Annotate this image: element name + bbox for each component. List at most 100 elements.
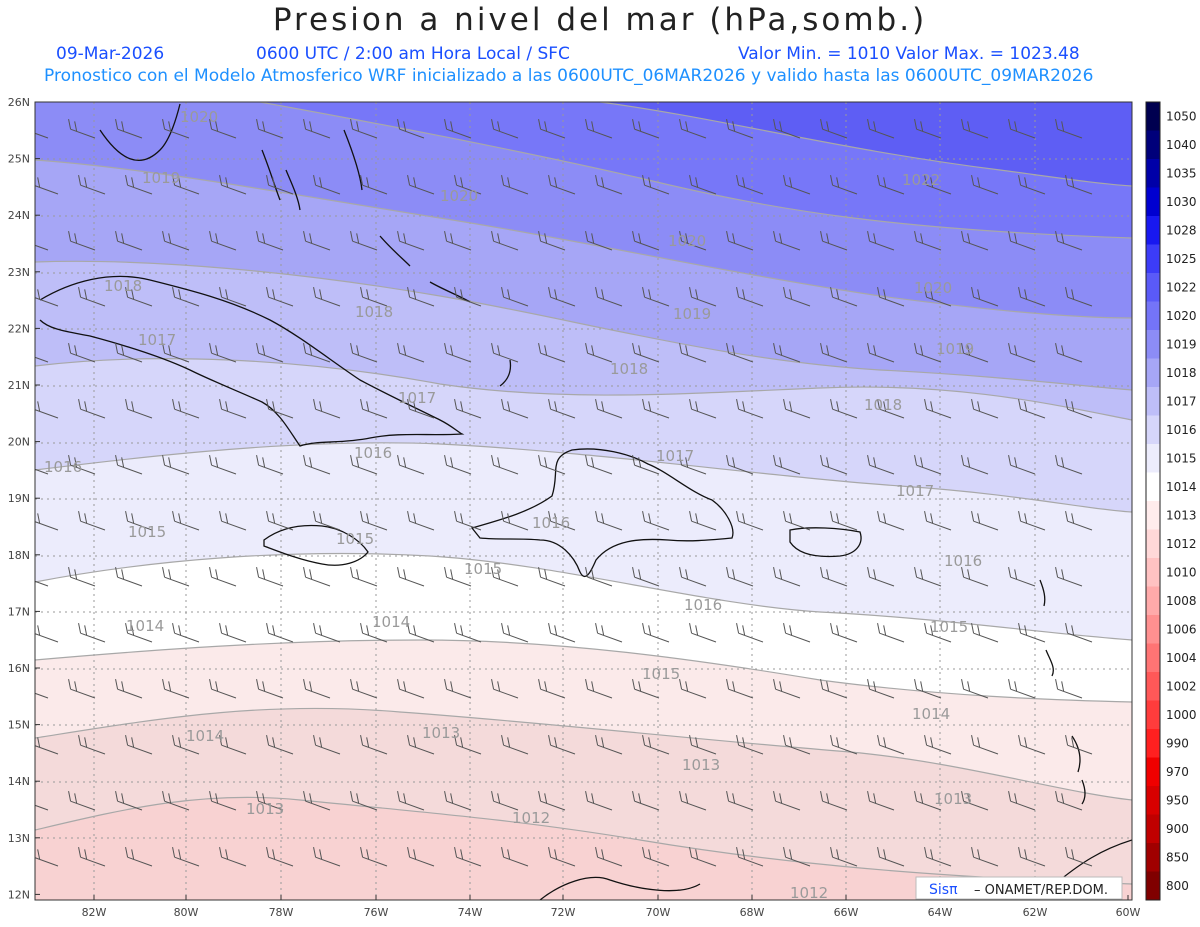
colorbar-label: 1012 bbox=[1166, 537, 1197, 551]
wind-barb bbox=[914, 791, 942, 811]
wind-barb bbox=[172, 623, 200, 643]
wind-barb bbox=[172, 175, 200, 195]
wind-barb bbox=[679, 679, 707, 699]
wind-barb bbox=[35, 804, 49, 811]
wind-barb bbox=[877, 847, 905, 867]
wind-barb bbox=[971, 511, 999, 531]
lat-label: 20N bbox=[8, 436, 30, 449]
wind-barb bbox=[1008, 679, 1036, 699]
colorbar-swatch bbox=[1146, 415, 1160, 445]
wind-barb bbox=[1055, 119, 1083, 139]
lat-label: 18N bbox=[8, 549, 30, 562]
wind-barb bbox=[783, 511, 811, 531]
wind-barb bbox=[632, 455, 660, 475]
wind-barb bbox=[961, 567, 989, 587]
wind-barb bbox=[830, 287, 858, 307]
wind-barb bbox=[35, 580, 49, 587]
colorbar-swatch bbox=[1146, 301, 1160, 331]
wind-barb bbox=[256, 791, 284, 811]
wind-barb bbox=[35, 625, 59, 643]
wind-barb bbox=[830, 735, 858, 755]
contour-label: 1020 bbox=[440, 187, 478, 205]
contour-label: 1016 bbox=[532, 514, 570, 532]
wind-barb bbox=[971, 847, 999, 867]
contour-label: 1018 bbox=[610, 360, 648, 378]
wind-barb bbox=[35, 401, 59, 419]
wind-barb bbox=[454, 511, 482, 531]
wind-barb bbox=[172, 287, 200, 307]
wind-barb bbox=[924, 735, 952, 755]
lon-label: 62W bbox=[1023, 906, 1048, 919]
wind-barb bbox=[68, 119, 96, 139]
wind-barb bbox=[219, 175, 247, 195]
wind-barb bbox=[407, 511, 435, 531]
lat-label: 12N bbox=[8, 888, 30, 901]
contour-label: 1014 bbox=[186, 727, 224, 745]
colorbar-swatch bbox=[1146, 472, 1160, 502]
wind-barb bbox=[209, 567, 237, 587]
wind-barb bbox=[209, 119, 237, 139]
lat-label: 16N bbox=[8, 662, 30, 675]
wind-barb bbox=[585, 679, 613, 699]
wind-barb bbox=[726, 791, 754, 811]
lat-label: 19N bbox=[8, 492, 30, 505]
wind-barb bbox=[78, 511, 106, 531]
wind-barb bbox=[78, 623, 106, 643]
wind-barb bbox=[454, 399, 482, 419]
wind-barb bbox=[491, 679, 519, 699]
colorbar-label: 1002 bbox=[1166, 679, 1197, 693]
wind-barb bbox=[538, 567, 566, 587]
wind-barb bbox=[585, 231, 613, 251]
colorbar-label: 1013 bbox=[1166, 508, 1197, 522]
wind-barb bbox=[1065, 287, 1093, 307]
wind-barb bbox=[830, 511, 858, 531]
colorbar-swatch bbox=[1146, 187, 1160, 217]
contour-label: 1016 bbox=[684, 596, 722, 614]
wind-barb bbox=[172, 511, 200, 531]
wind-barb bbox=[172, 399, 200, 419]
wind-barb bbox=[407, 175, 435, 195]
wind-barb bbox=[914, 231, 942, 251]
wind-barb bbox=[1065, 399, 1093, 419]
wind-barb bbox=[444, 679, 472, 699]
contour-label: 1015 bbox=[930, 618, 968, 636]
wind-barb bbox=[971, 735, 999, 755]
wind-barb bbox=[1065, 847, 1093, 867]
wind-barb bbox=[726, 343, 754, 363]
wind-barb bbox=[172, 735, 200, 755]
wind-barb bbox=[313, 399, 341, 419]
colorbar-swatch bbox=[1146, 273, 1160, 302]
colorbar-swatch bbox=[1146, 387, 1160, 416]
wind-barb bbox=[266, 399, 294, 419]
wind-barb bbox=[548, 623, 576, 643]
colorbar-swatch bbox=[1146, 501, 1160, 530]
colorbar-swatch bbox=[1146, 102, 1160, 131]
wind-barb bbox=[407, 847, 435, 867]
wind-barb bbox=[68, 679, 96, 699]
wind-barb bbox=[773, 119, 801, 139]
wind-barb bbox=[125, 175, 153, 195]
colorbar-label: 1000 bbox=[1166, 708, 1197, 722]
lon-label: 78W bbox=[269, 906, 294, 919]
wind-barb bbox=[256, 679, 284, 699]
wind-barb bbox=[914, 567, 942, 587]
wind-barb bbox=[538, 119, 566, 139]
colorbar-swatch bbox=[1146, 558, 1160, 587]
contour-label: 1019 bbox=[142, 169, 180, 187]
colorbar: 1050 1040 1035 1030 1028 1025 1022 1020 1019 1018… bbox=[1145, 101, 1197, 901]
wind-barb bbox=[726, 679, 754, 699]
wind-barb bbox=[914, 455, 942, 475]
wind-barb bbox=[924, 287, 952, 307]
wind-barb bbox=[501, 287, 529, 307]
wind-barb bbox=[1055, 567, 1083, 587]
wind-barb bbox=[736, 399, 764, 419]
bahamas-b bbox=[379, 235, 512, 387]
colorbar-label: 1050 bbox=[1166, 109, 1197, 123]
wind-barb bbox=[538, 791, 566, 811]
contour-value-labels: 1020 1019 1020 1020 1022 1018 1018 1019 1020 1017… bbox=[44, 108, 982, 902]
wind-barb bbox=[1018, 511, 1046, 531]
puerto-rico-coast bbox=[789, 527, 862, 558]
wind-barb bbox=[35, 289, 59, 307]
colorbar-label: 900 bbox=[1166, 822, 1189, 836]
wind-barb bbox=[115, 343, 143, 363]
